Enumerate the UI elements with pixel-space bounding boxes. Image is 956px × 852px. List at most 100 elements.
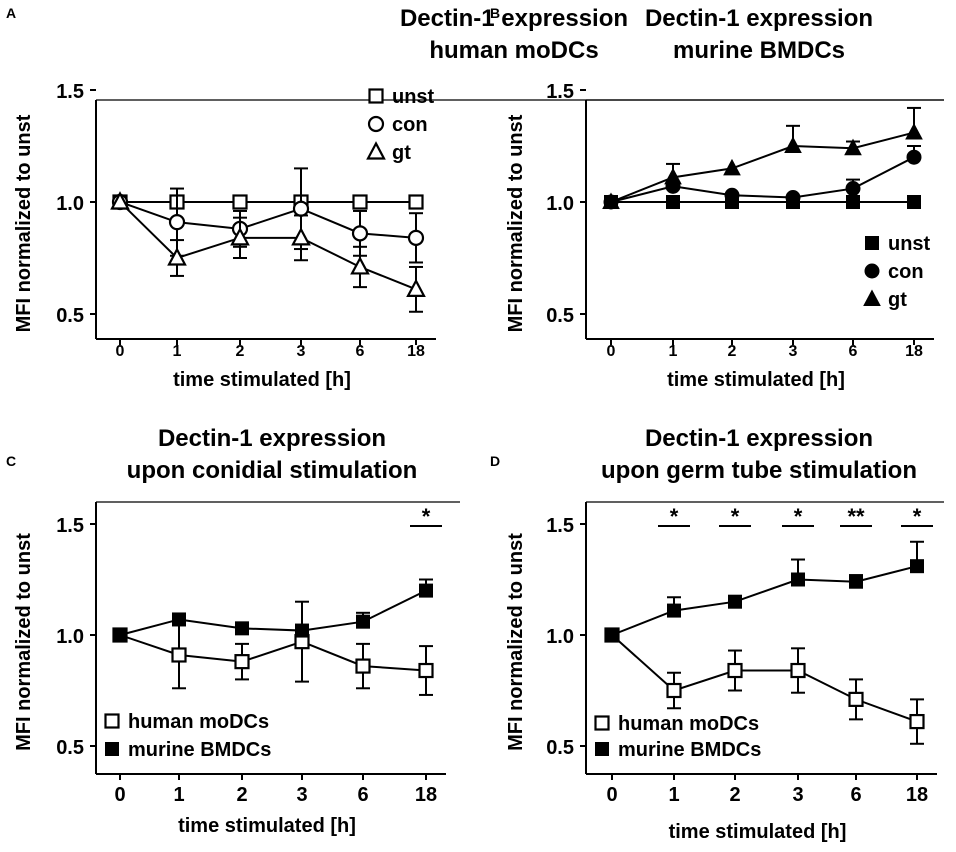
series-0 xyxy=(604,195,921,209)
legend-marker xyxy=(366,141,386,160)
data-point xyxy=(407,229,425,246)
x-tick-label: 6 xyxy=(357,784,368,806)
significance-label: * xyxy=(731,504,740,529)
data-point xyxy=(168,214,186,231)
data-point xyxy=(110,191,130,210)
data-point xyxy=(906,149,922,165)
x-tick-label: 0 xyxy=(607,343,616,360)
data-point xyxy=(844,138,862,156)
y-tick-label: 1.5 xyxy=(546,81,574,103)
y-tick-label: 0.5 xyxy=(546,737,574,759)
series-line xyxy=(119,201,417,291)
y-axis-title: MFI normalized to unst xyxy=(13,533,35,751)
chart-subtitle: upon germ tube stimulation xyxy=(601,457,917,484)
legend-marker xyxy=(864,263,880,279)
series-0 xyxy=(112,194,424,210)
x-tick-label: 6 xyxy=(849,343,858,360)
series-0 xyxy=(112,600,434,696)
data-point xyxy=(291,227,311,246)
x-tick-label: 6 xyxy=(850,784,861,806)
significance-label: ** xyxy=(847,504,865,529)
data-point xyxy=(791,572,805,587)
y-tick-label: 1.0 xyxy=(56,626,84,648)
data-point xyxy=(784,136,802,153)
x-tick-label: 0 xyxy=(606,784,617,806)
legend-label: con xyxy=(392,114,428,136)
legend-marker xyxy=(105,742,119,756)
x-tick-label: 3 xyxy=(789,343,798,360)
x-tick-label: 2 xyxy=(236,343,245,360)
data-point xyxy=(848,691,864,707)
chart-title: Dectin-1 expression xyxy=(158,425,386,452)
y-tick-label: 0.5 xyxy=(546,305,574,327)
data-point xyxy=(230,227,250,246)
legend-label: unst xyxy=(392,86,435,108)
legend-marker xyxy=(594,715,610,731)
data-point xyxy=(905,122,923,140)
y-tick-label: 1.0 xyxy=(56,193,84,215)
data-point xyxy=(232,194,248,210)
x-tick-label: 1 xyxy=(173,343,182,360)
data-point xyxy=(350,256,370,275)
data-point xyxy=(295,623,309,638)
data-point xyxy=(667,603,681,618)
chart-subtitle: upon conidial stimulation xyxy=(127,457,418,484)
data-point xyxy=(666,195,680,209)
y-tick-label: 0.5 xyxy=(56,737,84,759)
series-line xyxy=(610,131,915,203)
x-tick-label: 18 xyxy=(407,343,425,360)
x-tick-label: 1 xyxy=(173,784,184,806)
data-point xyxy=(356,614,370,629)
legend-marker xyxy=(104,713,120,729)
data-point xyxy=(355,658,371,674)
panel-c: C Dectin-1 expression upon conidial stimul… xyxy=(6,425,460,837)
series-1 xyxy=(603,145,922,210)
x-tick-label: 18 xyxy=(906,784,928,806)
data-point xyxy=(723,158,741,176)
legend: human moDCs murine BMDCs xyxy=(104,711,271,761)
panel-a: A Dectin-1 expression human moDCs 0.5 1.0 1.5… xyxy=(6,5,944,391)
chart-title: Dectin-1 expression xyxy=(645,425,873,452)
data-point xyxy=(909,713,925,730)
y-tick-label: 0.5 xyxy=(56,305,84,327)
data-point xyxy=(849,574,863,589)
chart-subtitle: human moDCs xyxy=(429,37,598,64)
chart-title: Dectin-1 expression xyxy=(400,5,628,32)
legend: human moDCs murine BMDCs xyxy=(594,713,761,761)
significance-label: * xyxy=(670,504,679,529)
legend-marker xyxy=(367,115,385,133)
data-point xyxy=(790,662,806,679)
x-tick-label: 1 xyxy=(669,343,678,360)
legend-label: unst xyxy=(888,233,931,255)
data-point xyxy=(666,682,682,699)
panel-letter: B xyxy=(490,5,500,21)
panel-letter: D xyxy=(490,453,500,469)
chart-title: Dectin-1 expression xyxy=(645,5,873,32)
data-point xyxy=(728,594,742,609)
x-tick-label: 6 xyxy=(356,343,365,360)
series-line xyxy=(611,634,918,723)
x-axis-title: time stimulated [h] xyxy=(173,369,351,391)
series-line xyxy=(119,634,427,672)
data-point xyxy=(910,559,924,574)
legend-label: gt xyxy=(392,142,411,164)
x-axis-title: time stimulated [h] xyxy=(667,369,845,391)
data-point xyxy=(418,662,434,679)
data-point xyxy=(845,181,861,197)
legend: unst con gt xyxy=(863,233,931,311)
data-point xyxy=(785,190,801,206)
x-tick-label: 18 xyxy=(905,343,923,360)
data-point xyxy=(351,225,369,242)
series-line xyxy=(119,201,417,239)
x-tick-label: 1 xyxy=(668,784,679,806)
chart-subtitle: murine BMDCs xyxy=(673,37,845,64)
data-point xyxy=(846,195,860,209)
data-point xyxy=(292,200,310,217)
significance-label: * xyxy=(913,504,922,529)
series-1 xyxy=(605,540,924,642)
data-point xyxy=(602,192,620,209)
y-tick-label: 1.5 xyxy=(56,515,84,537)
series-line xyxy=(611,565,918,636)
series-1 xyxy=(111,167,425,264)
y-tick-label: 1.0 xyxy=(546,193,574,215)
